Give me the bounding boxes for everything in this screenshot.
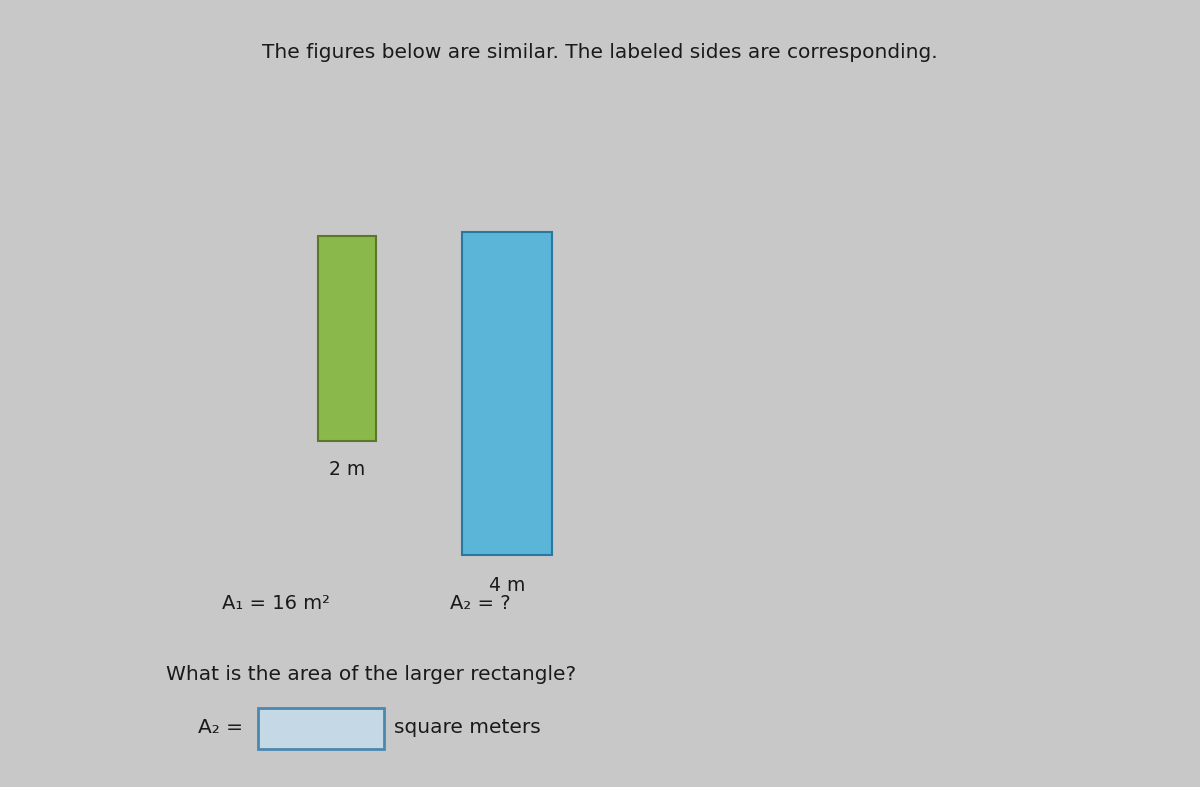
Text: The figures below are similar. The labeled sides are corresponding.: The figures below are similar. The label… bbox=[262, 43, 938, 62]
Text: A₁ = 16 m²: A₁ = 16 m² bbox=[222, 594, 330, 613]
Text: 2 m: 2 m bbox=[329, 460, 365, 479]
Text: A₂ = ?: A₂ = ? bbox=[450, 594, 511, 613]
Bar bbox=[258, 708, 384, 749]
Text: 4 m: 4 m bbox=[490, 576, 526, 595]
Bar bbox=[462, 232, 552, 555]
Text: A₂ =: A₂ = bbox=[198, 719, 242, 737]
Text: square meters: square meters bbox=[394, 719, 540, 737]
Text: What is the area of the larger rectangle?: What is the area of the larger rectangle… bbox=[166, 665, 576, 684]
Bar bbox=[318, 236, 376, 441]
